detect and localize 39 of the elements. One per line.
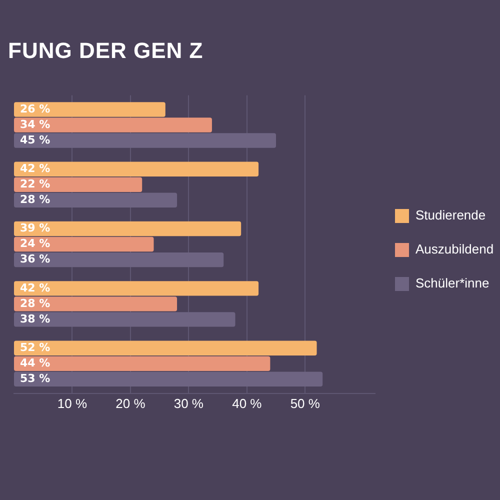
chart-title: FUNG DER GEN Z — [8, 38, 204, 64]
x-tick-label: 10 % — [57, 396, 88, 411]
legend-label: Schüler*inne — [416, 276, 490, 291]
bar — [14, 252, 224, 268]
bar — [14, 356, 270, 371]
bar — [14, 281, 259, 296]
data-label: 36 % — [20, 252, 50, 266]
data-label: 28 % — [20, 193, 50, 206]
x-tick-label: 40 % — [232, 396, 262, 411]
bar — [14, 162, 259, 177]
data-label: 44 % — [20, 356, 50, 370]
data-label: 39 % — [20, 222, 50, 235]
bar — [14, 177, 142, 192]
x-tick-label: 50 % — [290, 396, 320, 411]
legend-label: Studierende — [416, 208, 486, 223]
bar — [14, 372, 323, 386]
bar — [14, 340, 317, 356]
bar — [14, 221, 242, 236]
legend-label: Auszubildend — [416, 242, 494, 257]
data-label: 34 % — [20, 118, 50, 131]
x-tick-label: 20 % — [116, 396, 146, 411]
bar — [14, 102, 166, 117]
data-label: 42 % — [20, 162, 50, 176]
bar — [14, 236, 154, 252]
data-label: 52 % — [20, 340, 50, 354]
data-label: 24 % — [20, 237, 50, 250]
data-label: 28 % — [20, 296, 50, 310]
bar — [14, 133, 276, 148]
data-label: 26 % — [20, 102, 50, 116]
data-label: 38 % — [20, 312, 50, 326]
data-label: 45 % — [20, 133, 50, 146]
data-label: 42 % — [20, 281, 50, 294]
bar — [14, 312, 236, 327]
data-label: 22 % — [20, 178, 50, 191]
bar — [14, 296, 178, 312]
bar — [14, 192, 178, 208]
data-label: 53 % — [20, 372, 50, 385]
x-tick-label: 30 % — [174, 396, 204, 411]
bar — [14, 118, 212, 132]
